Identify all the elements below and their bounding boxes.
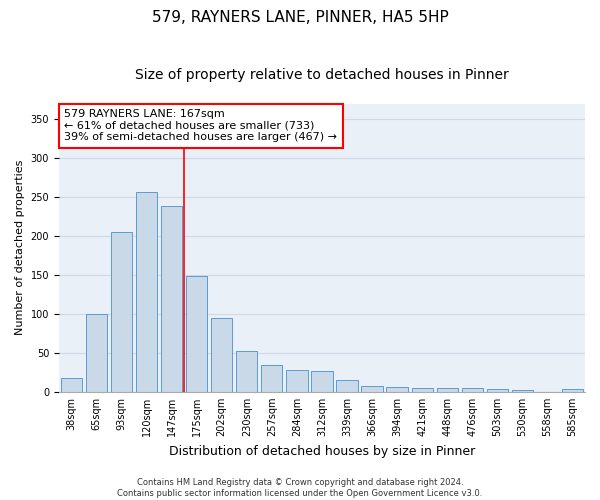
Bar <box>61 378 82 392</box>
Text: Contains HM Land Registry data © Crown copyright and database right 2024.
Contai: Contains HM Land Registry data © Crown c… <box>118 478 482 498</box>
Bar <box>562 390 583 392</box>
Y-axis label: Number of detached properties: Number of detached properties <box>15 160 25 336</box>
Title: Size of property relative to detached houses in Pinner: Size of property relative to detached ho… <box>135 68 509 82</box>
Bar <box>337 380 358 392</box>
Bar <box>286 370 308 392</box>
Bar <box>236 352 257 392</box>
Bar <box>361 386 383 392</box>
Text: 579 RAYNERS LANE: 167sqm
← 61% of detached houses are smaller (733)
39% of semi-: 579 RAYNERS LANE: 167sqm ← 61% of detach… <box>64 110 337 142</box>
Bar <box>186 276 208 392</box>
Bar <box>86 314 107 392</box>
Bar <box>311 371 332 392</box>
Bar <box>211 318 232 392</box>
Bar <box>261 364 283 392</box>
Text: 579, RAYNERS LANE, PINNER, HA5 5HP: 579, RAYNERS LANE, PINNER, HA5 5HP <box>152 10 448 25</box>
Bar <box>136 192 157 392</box>
X-axis label: Distribution of detached houses by size in Pinner: Distribution of detached houses by size … <box>169 444 475 458</box>
Bar <box>437 388 458 392</box>
Bar <box>512 390 533 392</box>
Bar <box>461 388 483 392</box>
Bar <box>487 390 508 392</box>
Bar <box>161 206 182 392</box>
Bar <box>111 232 132 392</box>
Bar <box>412 388 433 392</box>
Bar <box>386 387 408 392</box>
